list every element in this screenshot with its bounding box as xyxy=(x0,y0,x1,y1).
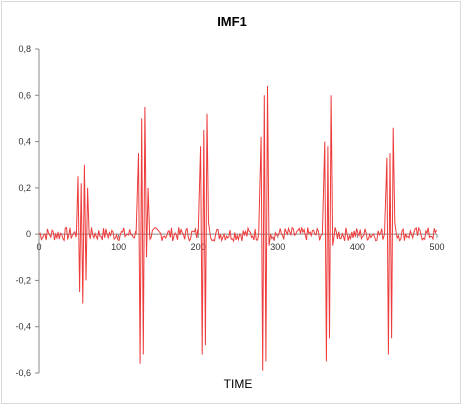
x-tick-label: 300 xyxy=(270,242,285,252)
y-tick-label: -0,6 xyxy=(15,368,31,378)
series-line-imf1 xyxy=(38,85,438,371)
y-tick-label: 0,2 xyxy=(18,183,31,193)
chart-title: IMF1 xyxy=(217,14,247,29)
x-tick-label: 400 xyxy=(350,242,365,252)
tick-labels: 0,8 0,6 0,4 0,2 0 -0,2 -0,4 -0,6 0 100 200 300 400 50… xyxy=(15,44,444,378)
x-axis-label: TIME xyxy=(224,377,253,391)
y-tick-label: 0,8 xyxy=(18,44,31,54)
y-tick-label: -0,2 xyxy=(15,275,31,285)
y-tick-label: -0,4 xyxy=(15,322,31,332)
y-tick-label: 0 xyxy=(26,229,31,239)
y-tick-label: 0,4 xyxy=(18,137,31,147)
y-tick-label: 0,6 xyxy=(18,90,31,100)
x-tick-label: 500 xyxy=(429,242,444,252)
x-tick-label: 0 xyxy=(36,242,41,252)
x-tick-label: 100 xyxy=(111,242,126,252)
x-tick-label: 200 xyxy=(191,242,206,252)
axes xyxy=(35,48,438,374)
